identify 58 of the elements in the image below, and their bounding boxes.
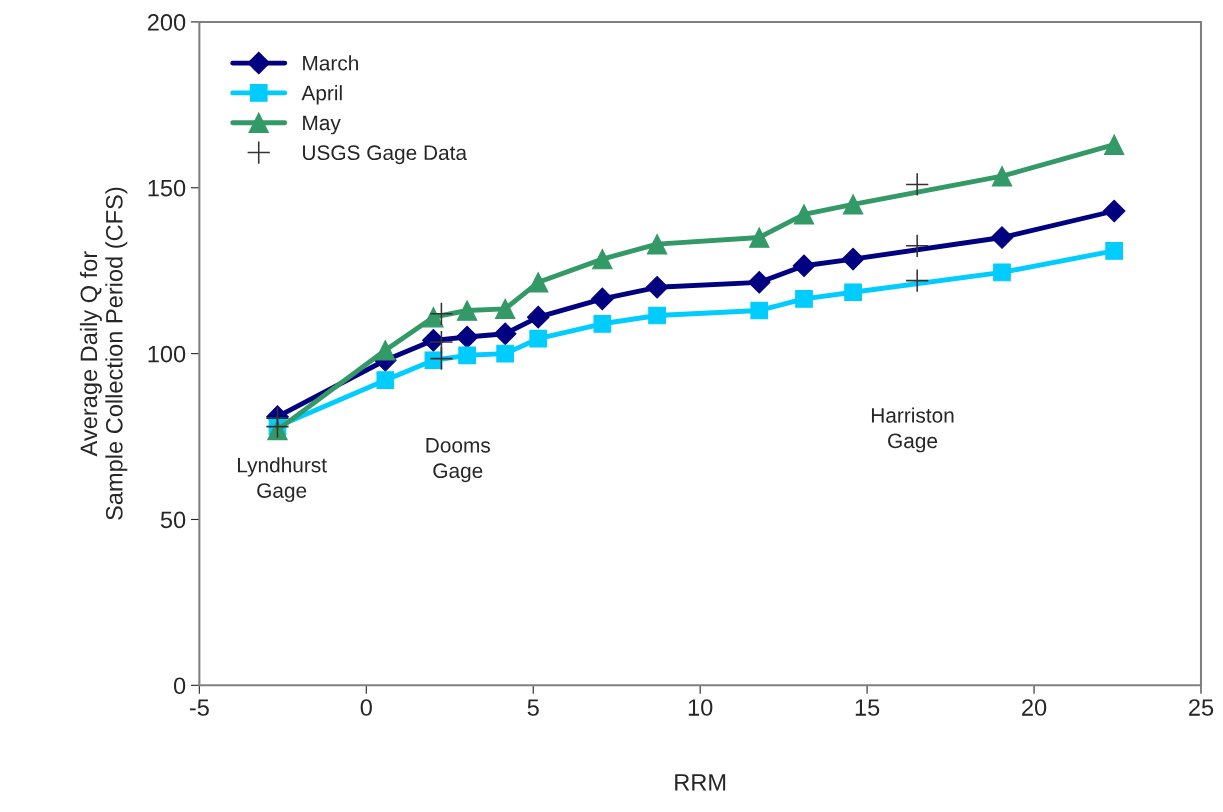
legend-label: USGS Gage Data (303, 145, 468, 165)
y-tick-label: 50 (160, 511, 186, 529)
y-tick-label: 0 (173, 677, 186, 695)
x-tick-label: 15 (855, 699, 880, 716)
point (648, 306, 666, 325)
point (906, 173, 929, 196)
x-tick-label: -5 (189, 699, 209, 716)
point (646, 233, 668, 255)
point (906, 234, 929, 257)
point (423, 306, 444, 328)
point (376, 371, 395, 390)
x-tick-label: 25 (1189, 699, 1214, 716)
point (1105, 241, 1124, 260)
point (496, 344, 515, 363)
point (493, 322, 517, 346)
point (793, 204, 815, 225)
point (1102, 199, 1126, 223)
point (527, 272, 549, 293)
point (494, 298, 516, 320)
annotation: Harriston Gage (871, 407, 954, 453)
x-tick-label: 10 (688, 699, 713, 716)
point (591, 287, 614, 311)
point (990, 226, 1014, 249)
x-tick-label: 5 (527, 699, 539, 716)
x-tick-label: 20 (1022, 699, 1047, 716)
legend-label: May (303, 115, 341, 135)
legend-label: March (303, 55, 358, 71)
point (458, 346, 476, 365)
point (906, 269, 929, 292)
point (529, 329, 548, 348)
x-axis-title: RRM (675, 774, 726, 791)
point (592, 248, 613, 270)
annotation: Lyndhurst Gage (238, 457, 327, 503)
y-tick-label: 100 (148, 345, 186, 363)
point (526, 305, 550, 329)
point (841, 247, 865, 271)
point (375, 340, 396, 361)
point (993, 263, 1011, 282)
point (1103, 134, 1125, 155)
point (844, 283, 862, 302)
point (645, 275, 669, 299)
point (792, 254, 816, 278)
y-tick-label: 200 (147, 13, 186, 31)
point (991, 165, 1013, 187)
y-axis-title: Average Daily Q for Sample Collection Period (CFS) (79, 187, 128, 520)
y-tick-label: 150 (148, 179, 186, 197)
annotation: Dooms Gage (426, 438, 491, 483)
point (749, 227, 770, 248)
point (842, 194, 864, 215)
point (747, 270, 771, 294)
point (593, 314, 612, 333)
point (456, 300, 478, 321)
point (795, 290, 813, 308)
point (430, 302, 453, 325)
point (750, 301, 769, 320)
x-tick-label: 0 (360, 699, 372, 716)
legend-label: April (301, 85, 342, 105)
point (455, 325, 479, 349)
